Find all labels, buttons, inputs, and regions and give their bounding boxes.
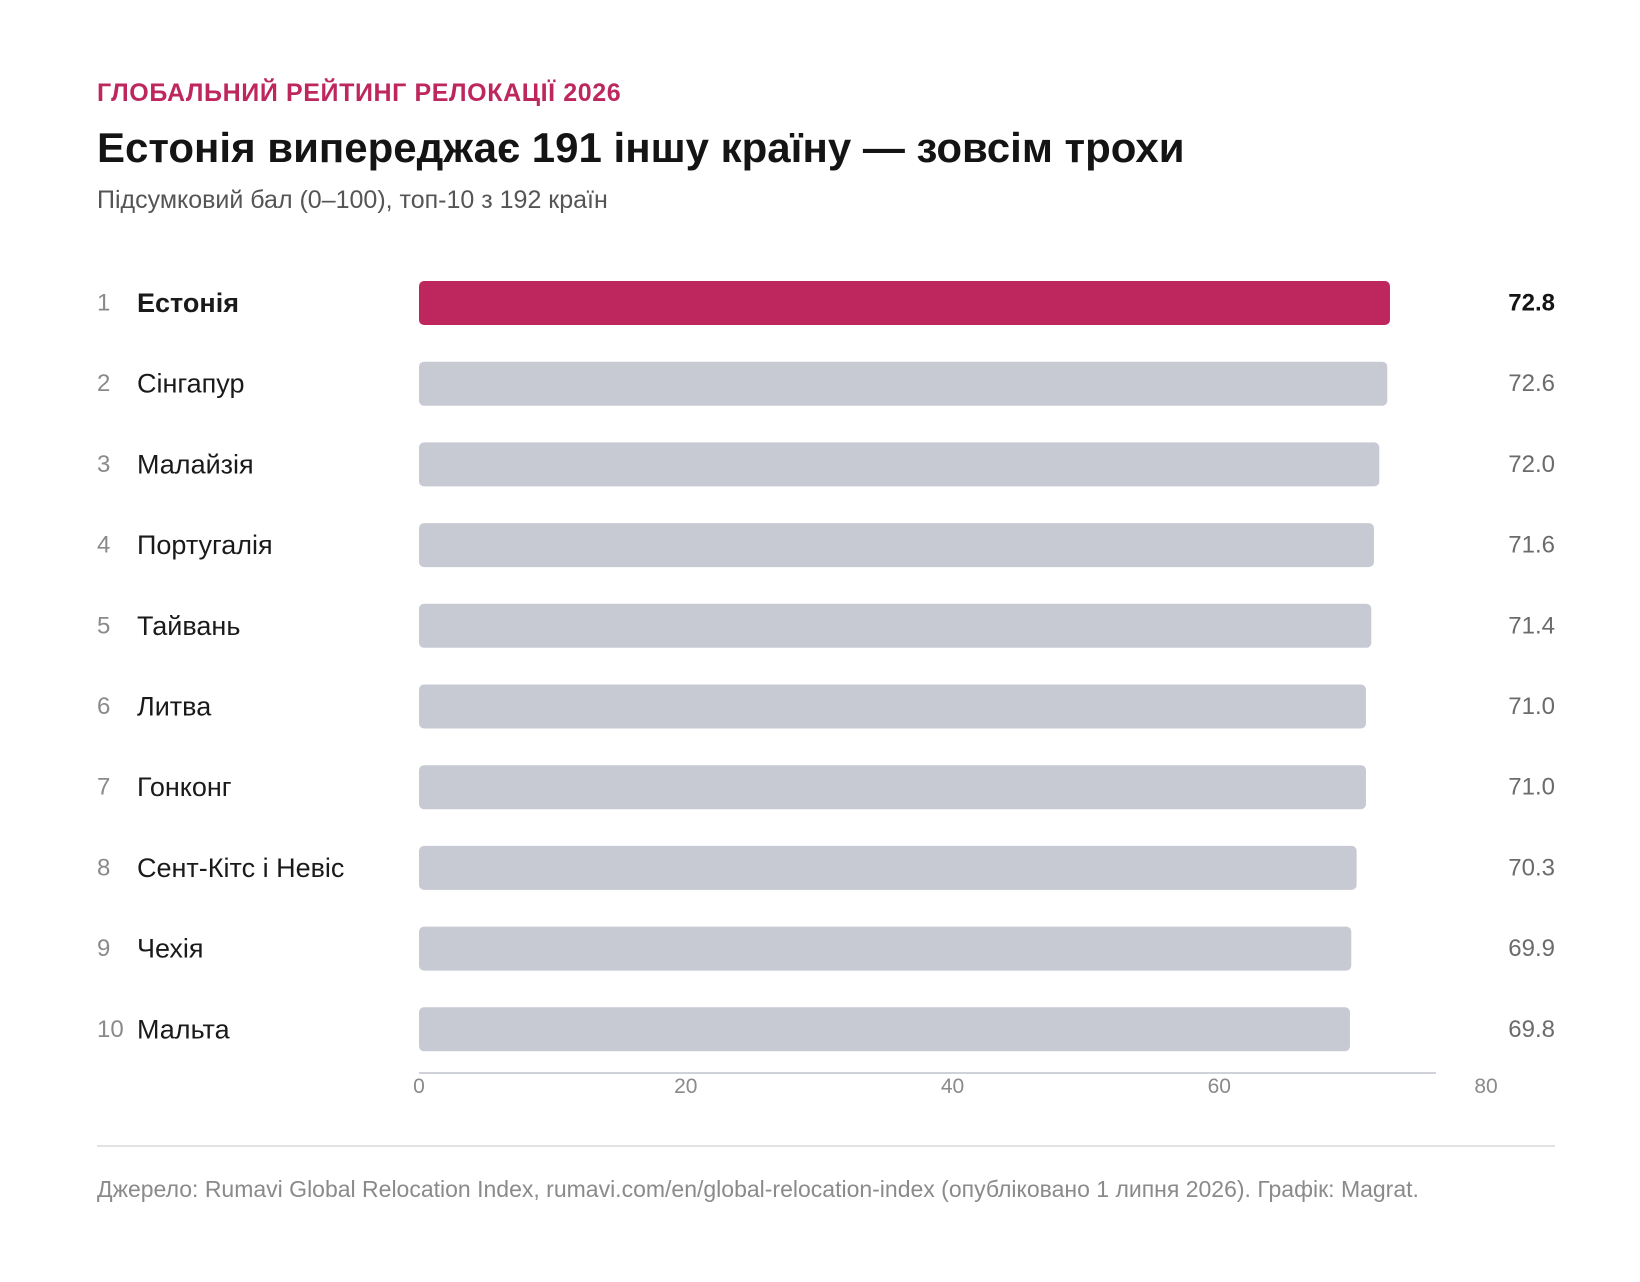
value-label: 69.8 <box>1508 1016 1555 1043</box>
rank-label: 9 <box>97 935 110 962</box>
category-label: Мальта <box>137 1014 231 1044</box>
category-label: Сент-Кітс і Невіс <box>137 853 344 883</box>
bar-row: 1 Естонія 72.8 <box>97 281 1555 325</box>
category-label: Чехія <box>137 934 204 964</box>
chart-title: Естонія випереджає 191 іншу країну — зов… <box>97 124 1185 171</box>
bar-row: 5 Тайвань 71.4 <box>97 603 1555 648</box>
bar <box>419 684 1366 729</box>
rank-label: 8 <box>97 854 110 881</box>
rank-label: 2 <box>97 370 110 397</box>
chart-kicker: ГЛОБАЛЬНИЙ РЕЙТИНГ РЕЛОКАЦІЇ 2026 <box>97 79 622 107</box>
bar <box>419 926 1352 971</box>
footer-divider <box>97 1145 1555 1147</box>
rank-label: 10 <box>97 1016 124 1043</box>
x-axis: 0 20 40 60 80 <box>413 1072 1498 1098</box>
category-label: Литва <box>137 692 212 722</box>
rank-label: 5 <box>97 612 110 639</box>
value-label: 72.6 <box>1508 370 1555 397</box>
x-tick-label: 0 <box>413 1075 425 1098</box>
rank-label: 6 <box>97 693 110 720</box>
value-label: 70.3 <box>1508 854 1555 881</box>
bar-row: 4 Португалія 71.6 <box>97 523 1555 568</box>
source-note: Джерело: Rumavi Global Relocation Index,… <box>97 1176 1419 1202</box>
bar-row: 7 Гонконг 71.0 <box>97 765 1555 810</box>
value-label: 71.0 <box>1508 693 1555 720</box>
value-label: 71.4 <box>1508 612 1555 639</box>
value-label: 72.8 <box>1508 290 1555 317</box>
bar <box>419 281 1390 325</box>
category-label: Португалія <box>137 530 273 560</box>
bar-row: 3 Малайзія 72.0 <box>97 442 1555 487</box>
bar-row: 9 Чехія 69.9 <box>97 926 1555 971</box>
bar-chart: 1 Естонія 72.8 2 Сінгапур 72.6 3 Малайзія 72.0 4 П… <box>97 281 1555 1098</box>
x-tick-label: 60 <box>1208 1075 1231 1098</box>
bar <box>419 1007 1350 1052</box>
bar <box>419 523 1374 568</box>
bar <box>419 845 1357 890</box>
value-label: 69.9 <box>1508 935 1555 962</box>
x-tick-label: 40 <box>941 1075 964 1098</box>
rank-label: 1 <box>97 290 110 317</box>
bar <box>419 765 1366 810</box>
category-label: Гонконг <box>137 772 232 802</box>
bar <box>419 442 1380 487</box>
bar-row: 8 Сент-Кітс і Невіс 70.3 <box>97 845 1555 890</box>
chart-subtitle: Підсумковий бал (0–100), топ-10 з 192 кр… <box>97 186 608 214</box>
bar <box>419 361 1388 406</box>
value-label: 72.0 <box>1508 451 1555 478</box>
x-tick-label: 80 <box>1474 1075 1497 1098</box>
bar-row: 10 Мальта 69.8 <box>97 1007 1555 1052</box>
bar-row: 2 Сінгапур 72.6 <box>97 361 1555 406</box>
bar-row: 6 Литва 71.0 <box>97 684 1555 729</box>
rank-label: 3 <box>97 451 110 478</box>
category-label: Сінгапур <box>137 369 245 399</box>
category-label: Тайвань <box>137 611 240 641</box>
x-tick-label: 20 <box>674 1075 697 1098</box>
category-label: Естонія <box>137 288 239 318</box>
category-label: Малайзія <box>137 449 254 479</box>
chart-rows: 1 Естонія 72.8 2 Сінгапур 72.6 3 Малайзія 72.0 4 П… <box>97 281 1555 1052</box>
bar <box>419 603 1372 648</box>
rank-label: 4 <box>97 532 110 559</box>
value-label: 71.6 <box>1508 532 1555 559</box>
value-label: 71.0 <box>1508 774 1555 801</box>
rank-label: 7 <box>97 774 110 801</box>
